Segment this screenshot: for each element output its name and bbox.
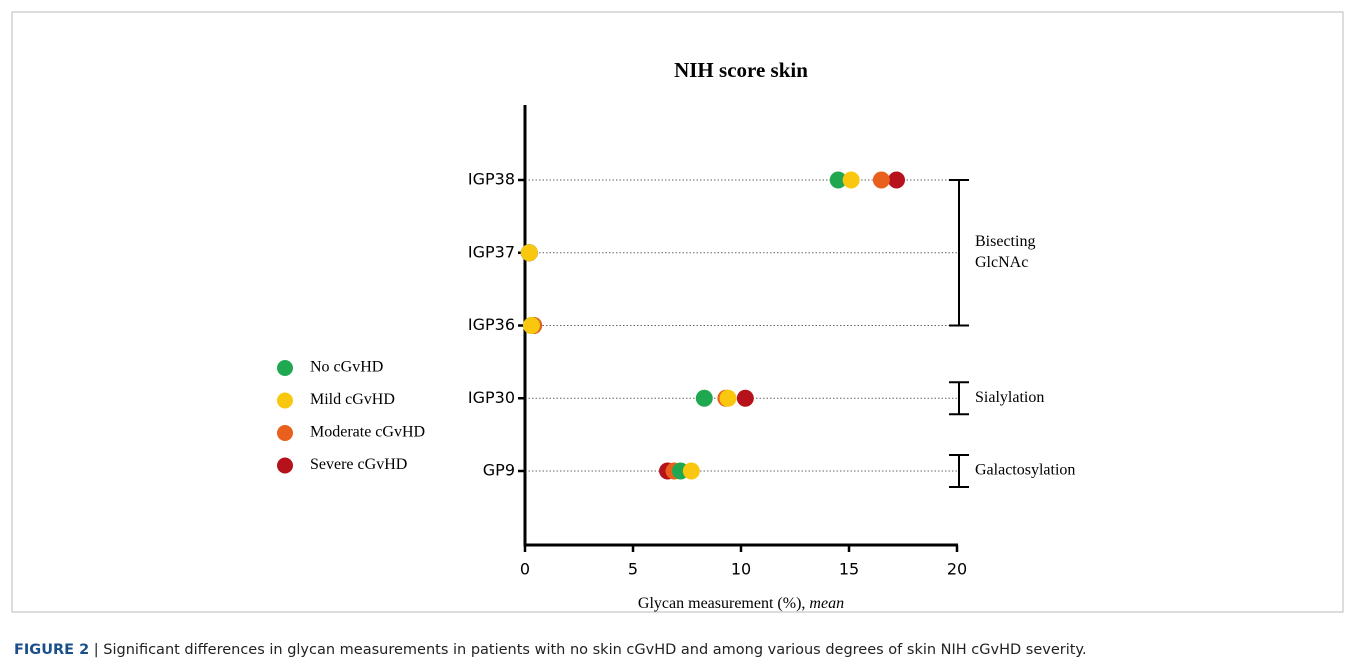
x-axis-label-main: Glycan measurement (%),: [638, 595, 805, 612]
legend-swatch: [277, 457, 293, 474]
dot: [682, 462, 700, 480]
x-tick-label: 10: [731, 560, 751, 579]
dot: [719, 389, 737, 407]
x-tick-label: 5: [628, 560, 638, 579]
y-tick-label: IGP38: [468, 170, 515, 189]
dot: [829, 171, 847, 189]
chart-title: NIH score skin: [674, 58, 808, 82]
y-tick-label: IGP36: [468, 315, 515, 334]
legend-label: Severe cGvHD: [310, 456, 407, 473]
legend-label: No cGvHD: [310, 359, 383, 376]
y-tick-label: GP9: [483, 461, 515, 480]
legend-swatch: [277, 360, 293, 376]
legend-label: Moderate cGvHD: [310, 424, 425, 441]
x-tick-label: 15: [839, 560, 859, 579]
caption: FIGURE 2 | Significant differences in gl…: [14, 642, 1087, 658]
dot: [520, 244, 538, 262]
x-tick-label: 0: [520, 560, 530, 579]
dot: [842, 171, 860, 189]
dot: [736, 389, 754, 407]
y-tick-label: IGP37: [468, 242, 515, 261]
caption-text: | Significant differences in glycan meas…: [94, 642, 1087, 658]
dot: [522, 317, 540, 334]
figure-border: [11, 11, 1344, 613]
dot: [888, 171, 906, 189]
x-tick-label: 20: [947, 560, 967, 579]
annotation: Sialylation: [975, 389, 1044, 406]
x-axis-label-emphasis: mean: [809, 595, 844, 612]
legend-swatch: [277, 392, 293, 409]
legend-swatch: [277, 425, 293, 441]
annotation: Bisecting: [975, 233, 1035, 250]
x-axis-label: Glycan measurement (%), mean: [638, 595, 844, 612]
legend-label: Mild cGvHD: [310, 391, 395, 408]
dot: [695, 389, 713, 407]
y-tick-label: IGP30: [468, 388, 515, 407]
caption-label: FIGURE 2: [14, 642, 89, 658]
dot: [872, 171, 890, 189]
annotation: GlcNAc: [975, 254, 1028, 271]
annotation: Galactosylation: [975, 462, 1075, 479]
